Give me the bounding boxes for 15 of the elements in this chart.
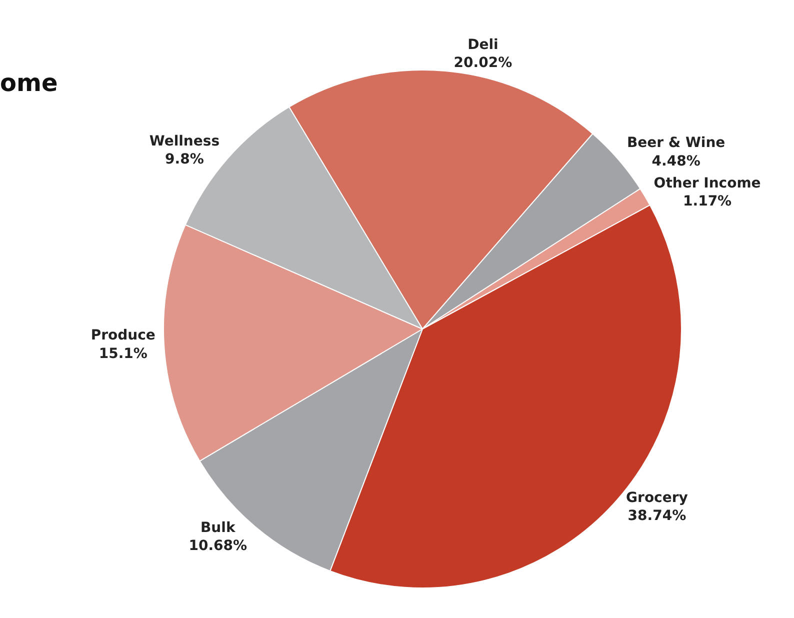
data-label: 38.74% xyxy=(628,508,686,524)
slice-label: Bulk xyxy=(200,520,236,536)
data-label: 10.68% xyxy=(188,538,248,554)
slice-label: Wellness xyxy=(149,133,220,150)
slice-label: Other Income xyxy=(654,175,761,192)
text: ome xyxy=(0,68,58,97)
data-label: 1.17% xyxy=(683,193,732,210)
data-label: 15.1% xyxy=(98,346,148,362)
slice-label: Deli xyxy=(468,36,498,53)
data-label: 20.02% xyxy=(454,55,512,72)
slice-label: Produce xyxy=(90,328,156,344)
data-label: 4.48% xyxy=(652,153,700,170)
data-label: 9.8% xyxy=(165,151,204,168)
slice-label: Beer & Wine xyxy=(626,135,726,152)
slice-label: Grocery xyxy=(626,490,688,506)
